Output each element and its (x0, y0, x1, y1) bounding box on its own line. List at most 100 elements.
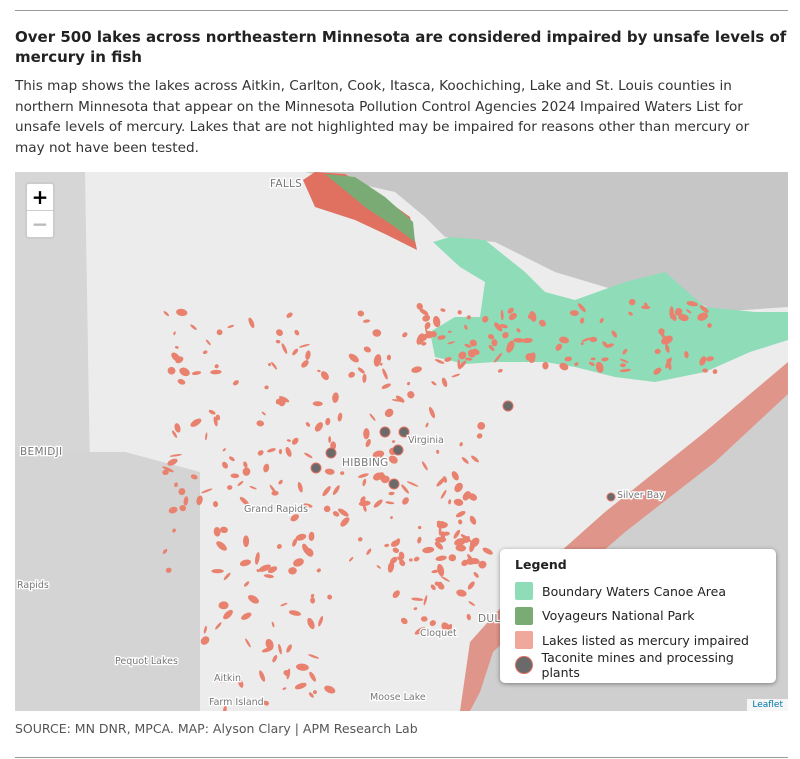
lake (378, 472, 384, 480)
lake (402, 332, 408, 338)
legend: Legend Boundary Waters Canoe Area Voyage… (500, 549, 776, 683)
lake (417, 525, 422, 530)
lake (448, 554, 457, 562)
lake (454, 538, 466, 546)
lake (577, 303, 586, 313)
lake (172, 528, 176, 533)
lake (461, 559, 469, 567)
lake (308, 692, 314, 698)
lake (337, 412, 343, 422)
lake (440, 308, 446, 312)
lake (230, 473, 240, 479)
lake (482, 316, 489, 323)
lake (285, 446, 292, 457)
lake (216, 674, 223, 683)
lake (424, 322, 431, 330)
attribution[interactable]: Leaflet (747, 699, 788, 711)
lake (599, 317, 604, 324)
lake (588, 361, 595, 366)
lake (423, 595, 428, 606)
lake (272, 654, 278, 663)
lake (179, 504, 187, 512)
lake (499, 324, 508, 329)
lake (310, 593, 315, 598)
lake (292, 348, 299, 356)
mine (398, 426, 410, 438)
lake (413, 556, 420, 562)
lake (190, 418, 202, 427)
lake (388, 491, 395, 496)
lake (569, 310, 579, 316)
lake (513, 337, 525, 343)
lake (267, 566, 278, 574)
lake (165, 567, 172, 573)
zoom-in[interactable]: + (27, 184, 53, 211)
lake (641, 305, 651, 310)
lake (455, 544, 467, 552)
lake (292, 538, 298, 547)
lake (228, 456, 235, 462)
lake (226, 485, 233, 490)
lake (417, 536, 422, 544)
lake (324, 468, 335, 475)
place-label: Aitkin (214, 673, 241, 684)
lake (275, 329, 283, 336)
lake (422, 546, 435, 554)
lake (409, 558, 413, 562)
lake (469, 541, 475, 553)
lake (243, 581, 250, 587)
lake (278, 479, 283, 485)
lake (559, 362, 569, 371)
lake (171, 430, 178, 438)
lake (288, 567, 297, 575)
lake (622, 348, 628, 355)
lake-superior-highlight (460, 362, 788, 711)
lake (497, 368, 503, 373)
lake (271, 361, 278, 370)
lake (471, 455, 479, 463)
lake (590, 357, 596, 361)
lake (457, 310, 462, 315)
lake (420, 616, 428, 622)
lake (294, 329, 300, 336)
lake (421, 341, 427, 346)
lake (440, 489, 447, 499)
lake (216, 329, 223, 336)
lake (167, 458, 178, 466)
lake (659, 330, 667, 340)
lake (278, 448, 283, 455)
lake (369, 413, 376, 421)
lake (376, 565, 381, 569)
lake (392, 547, 400, 554)
voyageurs-park (325, 174, 415, 242)
lake (699, 356, 707, 366)
lake (261, 647, 273, 653)
lake (248, 317, 255, 329)
lake (581, 337, 592, 342)
lake (363, 346, 371, 353)
lake (671, 313, 677, 322)
lake (447, 330, 452, 333)
lake (222, 448, 226, 452)
lake (286, 668, 291, 680)
lake (451, 471, 459, 481)
lake (429, 620, 436, 627)
lake (174, 482, 178, 488)
lake (176, 308, 188, 317)
region-southwest (15, 452, 200, 711)
lake (391, 440, 396, 443)
lake (425, 422, 429, 428)
lake (699, 305, 709, 313)
lake (190, 474, 198, 480)
region-west (15, 172, 90, 472)
lake (324, 685, 336, 694)
lake (421, 461, 428, 471)
lake (312, 690, 317, 695)
mine (392, 444, 404, 456)
lake (202, 350, 208, 355)
lake (297, 481, 303, 493)
lake (363, 505, 367, 512)
lake (278, 396, 286, 407)
zoom-out[interactable]: − (31, 212, 49, 236)
